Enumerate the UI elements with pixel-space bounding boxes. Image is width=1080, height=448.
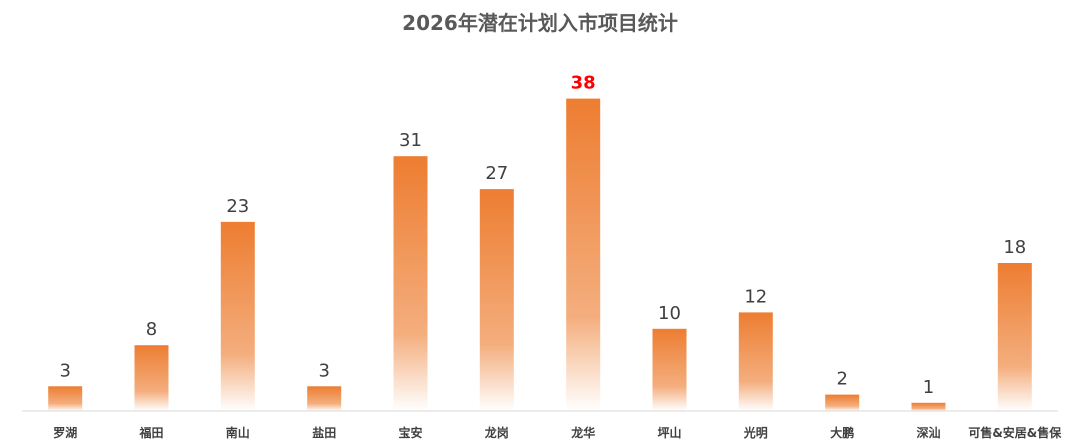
bar-盐田 — [307, 386, 342, 411]
chart-title: 2026年潜在计划入市项目统计 — [402, 11, 678, 35]
data-label-龙华: 38 — [571, 73, 596, 94]
data-label-可售&安居&售保: 18 — [1003, 237, 1026, 258]
data-label-坪山: 10 — [658, 303, 681, 324]
bar-光明 — [738, 312, 773, 411]
category-label-坪山: 坪山 — [657, 425, 681, 440]
data-label-大鹏: 2 — [836, 369, 847, 390]
category-label-福田: 福田 — [138, 425, 163, 440]
category-label-宝安: 宝安 — [398, 425, 422, 440]
data-label-南山: 23 — [226, 196, 249, 217]
bar-龙岗 — [479, 189, 514, 411]
bar-福田 — [134, 345, 169, 411]
category-label-可售&安居&售保: 可售&安居&售保 — [968, 425, 1062, 440]
bars-group: 3 罗湖 8 福田 23 南山 3 盐田 31 宝安 27 龙岗 38 龙华 10 坪山 12 光明 2 大鹏 1 深汕 1… — [48, 73, 1062, 440]
category-label-龙岗: 龙岗 — [485, 425, 509, 440]
category-label-罗湖: 罗湖 — [53, 425, 77, 440]
category-label-南山: 南山 — [226, 425, 250, 440]
category-label-深汕: 深汕 — [916, 425, 940, 440]
data-label-深汕: 1 — [923, 377, 934, 398]
category-label-盐田: 盐田 — [312, 425, 336, 440]
bar-南山 — [220, 221, 255, 411]
data-label-福田: 8 — [146, 319, 157, 340]
category-label-光明: 光明 — [743, 425, 768, 440]
bar-宝安 — [393, 156, 428, 411]
bar-坪山 — [652, 328, 687, 411]
data-label-龙岗: 27 — [485, 163, 508, 184]
data-label-盐田: 3 — [318, 360, 329, 381]
bar-龙华 — [566, 98, 601, 411]
bar-罗湖 — [48, 386, 83, 411]
data-label-光明: 12 — [744, 286, 767, 307]
category-label-龙华: 龙华 — [571, 425, 595, 440]
data-label-罗湖: 3 — [59, 360, 70, 381]
bar-大鹏 — [825, 394, 860, 411]
bar-可售&安居&售保 — [997, 263, 1032, 411]
bar-深汕 — [911, 402, 946, 411]
category-label-大鹏: 大鹏 — [830, 425, 854, 440]
data-label-宝安: 31 — [399, 130, 422, 151]
